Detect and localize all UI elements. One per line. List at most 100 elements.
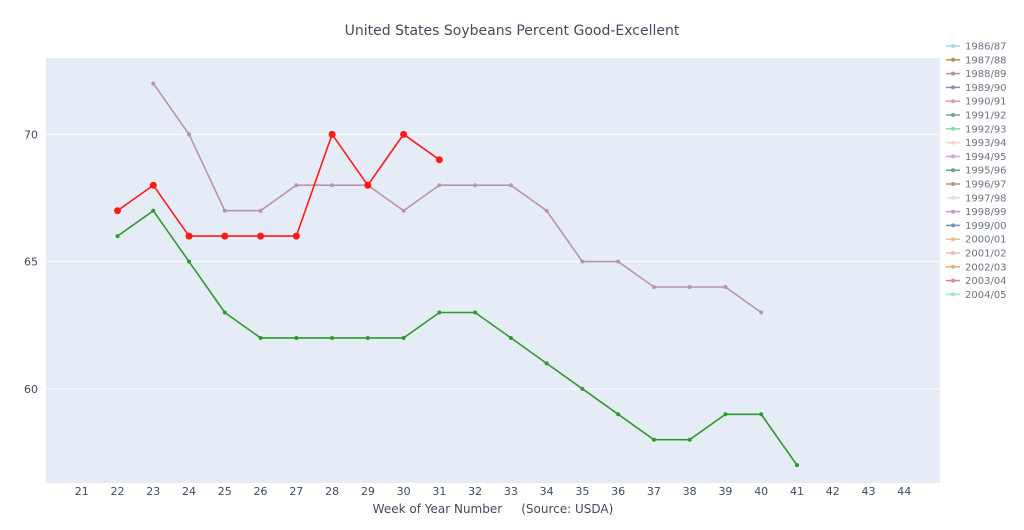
legend-item[interactable]: 1995/96 bbox=[946, 166, 1007, 177]
legend-label: 1997/98 bbox=[965, 193, 1007, 204]
x-tick-label: 24 bbox=[182, 485, 196, 498]
legend-item[interactable]: 1997/98 bbox=[946, 193, 1007, 204]
data-point bbox=[687, 437, 692, 442]
legend-item[interactable]: 2004/05 bbox=[946, 290, 1007, 301]
legend-item[interactable]: 1998/99 bbox=[946, 207, 1007, 218]
legend-marker bbox=[951, 85, 955, 90]
x-tick-label: 40 bbox=[754, 485, 768, 498]
data-point bbox=[437, 183, 442, 188]
legend-item[interactable]: 1986/87 bbox=[946, 42, 1007, 53]
data-point bbox=[794, 463, 799, 468]
legend-item[interactable]: 1996/97 bbox=[946, 180, 1007, 191]
legend-item[interactable]: 2002/03 bbox=[946, 262, 1007, 273]
x-tick-label: 30 bbox=[397, 485, 411, 498]
data-point bbox=[222, 208, 227, 213]
legend-marker bbox=[951, 251, 955, 255]
data-point bbox=[723, 285, 728, 290]
legend[interactable]: 1986/87 1987/88 1988/89 1989/90 1990/91 1991/… bbox=[946, 42, 1007, 301]
x-tick-label: 25 bbox=[218, 485, 232, 498]
data-point bbox=[149, 181, 157, 189]
series-2 bbox=[115, 208, 799, 468]
series-line bbox=[117, 132, 440, 237]
legend-marker bbox=[951, 57, 955, 62]
x-tick-label: 23 bbox=[146, 485, 160, 498]
x-tick-label: 37 bbox=[647, 485, 661, 498]
legend-label: 1986/87 bbox=[965, 42, 1007, 53]
data-point bbox=[400, 130, 408, 138]
legend-label: 1995/96 bbox=[965, 166, 1007, 177]
legend-marker bbox=[951, 154, 955, 159]
data-point bbox=[185, 232, 193, 240]
legend-marker bbox=[951, 113, 955, 117]
legend-marker bbox=[951, 44, 955, 48]
legend-label: 2004/05 bbox=[965, 290, 1007, 301]
data-point bbox=[616, 412, 621, 417]
legend-marker bbox=[951, 71, 955, 76]
legend-marker bbox=[951, 182, 955, 186]
legend-item[interactable]: 2000/01 bbox=[946, 235, 1007, 246]
legend-marker bbox=[951, 292, 955, 297]
x-tick-label: 38 bbox=[683, 485, 697, 498]
legend-label: 1992/93 bbox=[965, 124, 1007, 135]
series-3 bbox=[114, 130, 443, 240]
legend-item[interactable]: 1994/95 bbox=[946, 152, 1007, 163]
x-tick-label: 31 bbox=[432, 485, 446, 498]
x-tick-label: 41 bbox=[790, 485, 804, 498]
data-point bbox=[364, 181, 372, 189]
legend-marker bbox=[951, 237, 955, 242]
data-point bbox=[187, 132, 192, 137]
legend-label: 2001/02 bbox=[965, 249, 1007, 260]
series-line bbox=[117, 209, 798, 466]
legend-label: 1998/99 bbox=[965, 207, 1007, 218]
legend-marker bbox=[951, 99, 955, 104]
data-point bbox=[580, 259, 585, 264]
series-1 bbox=[151, 81, 764, 315]
data-point bbox=[258, 335, 263, 340]
chart-title: United States Soybeans Percent Good-Exce… bbox=[345, 23, 680, 39]
x-tick-label: 28 bbox=[325, 485, 339, 498]
legend-item[interactable]: 1993/94 bbox=[946, 138, 1007, 149]
legend-item[interactable]: 2003/04 bbox=[946, 276, 1007, 287]
x-tick-label: 43 bbox=[861, 485, 875, 498]
x-tick-label: 27 bbox=[289, 485, 303, 498]
data-point bbox=[401, 335, 406, 340]
legend-item[interactable]: 1991/92 bbox=[946, 111, 1007, 122]
data-point bbox=[328, 130, 336, 138]
legend-item[interactable]: 1987/88 bbox=[946, 55, 1007, 66]
legend-item[interactable]: 1988/89 bbox=[946, 69, 1007, 80]
legend-item[interactable]: 1999/00 bbox=[946, 221, 1007, 232]
legend-item[interactable]: 1990/91 bbox=[946, 97, 1007, 108]
data-point bbox=[437, 310, 442, 315]
legend-marker bbox=[951, 195, 955, 200]
data-point bbox=[294, 183, 299, 188]
data-point bbox=[365, 335, 370, 340]
legend-item[interactable]: 1992/93 bbox=[946, 124, 1007, 135]
data-point bbox=[473, 183, 478, 188]
data-point bbox=[330, 183, 335, 188]
x-tick-label: 44 bbox=[897, 485, 911, 498]
legend-marker bbox=[951, 278, 955, 283]
legend-item[interactable]: 1989/90 bbox=[946, 83, 1007, 94]
legend-label: 1993/94 bbox=[965, 138, 1007, 149]
y-tick-label: 60 bbox=[24, 383, 38, 396]
legend-item[interactable]: 2001/02 bbox=[946, 249, 1007, 260]
gridlines bbox=[46, 133, 940, 390]
legend-marker bbox=[951, 209, 955, 214]
legend-label: 1988/89 bbox=[965, 69, 1007, 80]
legend-label: 1996/97 bbox=[965, 180, 1007, 191]
data-point bbox=[294, 335, 299, 340]
x-tick-label: 29 bbox=[361, 485, 375, 498]
x-axis: 21 22 23 24 25 26 27 28 29 30 31 32 33 34 35 36 37 38 39 40… bbox=[75, 485, 911, 498]
legend-marker bbox=[951, 223, 955, 228]
legend-label: 2000/01 bbox=[965, 235, 1007, 246]
data-point bbox=[473, 310, 478, 315]
y-axis: 60 65 70 bbox=[24, 128, 38, 395]
data-point bbox=[257, 232, 265, 240]
legend-marker bbox=[951, 126, 955, 131]
data-point bbox=[759, 310, 764, 315]
legend-label: 2002/03 bbox=[965, 262, 1007, 273]
data-point bbox=[115, 234, 120, 239]
legend-label: 1994/95 bbox=[965, 152, 1007, 163]
y-tick-label: 65 bbox=[24, 256, 38, 269]
